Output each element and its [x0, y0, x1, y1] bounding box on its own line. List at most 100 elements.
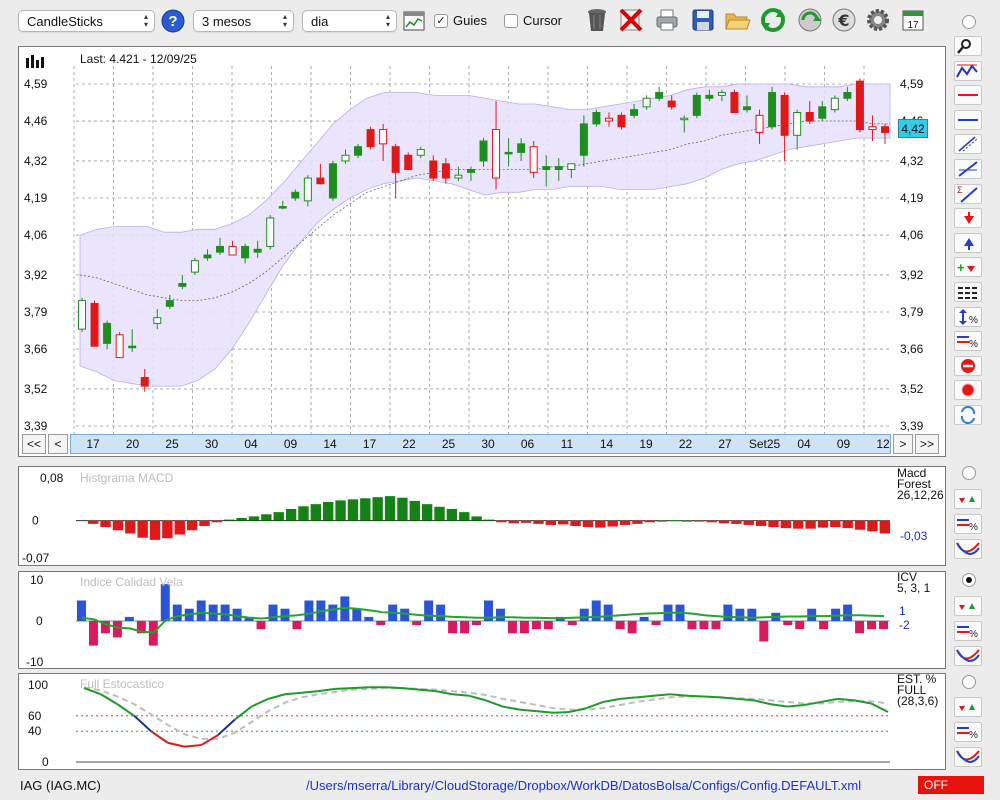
macd-y-tick: 0,08 — [40, 471, 64, 485]
cursor-checkbox[interactable] — [504, 13, 518, 28]
cursor-toggle[interactable]: Cursor — [504, 13, 562, 28]
period-select[interactable]: 3 mesos ▴ ▾ — [193, 10, 294, 32]
nav-prev-button[interactable]: < — [48, 434, 68, 454]
horizontal-line-red-button[interactable] — [954, 85, 982, 106]
icv-bar — [484, 600, 493, 621]
channel-button[interactable] — [954, 134, 982, 155]
y-tick-right: 3,79 — [900, 305, 924, 319]
update-button[interactable] — [797, 7, 823, 33]
delete-button[interactable] — [618, 7, 644, 33]
indicator-lines-button[interactable]: % — [954, 722, 982, 742]
percent-range-icon: % — [959, 308, 978, 326]
clear-button[interactable] — [954, 355, 982, 376]
macd-bar — [459, 512, 470, 521]
macd-bar — [817, 520, 829, 528]
macd-histogram[interactable]: 0,08 0 -0,07 — [18, 466, 946, 566]
indicator-signals-button[interactable] — [954, 489, 982, 509]
indicator-cross-button[interactable] — [954, 747, 982, 767]
zoom-button[interactable] — [954, 36, 982, 56]
signals-button[interactable]: + — [954, 257, 982, 278]
macd-bar — [731, 520, 742, 524]
lines-list-button[interactable] — [954, 282, 982, 302]
macd-bar — [384, 496, 396, 521]
help-icon: ? — [161, 9, 185, 33]
stoch-k-segment — [385, 686, 403, 690]
macd-bar — [100, 520, 111, 528]
stoch-k-segment — [536, 710, 554, 714]
chart-settings-button[interactable] — [401, 8, 427, 34]
chart-bars-icon[interactable] — [26, 52, 46, 71]
help-button[interactable]: ? — [160, 8, 186, 34]
settings-button[interactable] — [865, 7, 891, 33]
icv-radio[interactable] — [962, 573, 976, 587]
x-axis-scrollbar[interactable]: 17 20 25 30 04 09 14 17 22 25 30 06 11 14 19 22 27 Set25 0… — [70, 434, 891, 454]
indicator-lines-button[interactable]: % — [954, 514, 982, 534]
chart-type-select[interactable]: CandleSticks ▴ ▾ — [18, 10, 155, 32]
percent-lines-button[interactable]: % — [954, 331, 982, 352]
arrow-up-button[interactable] — [954, 232, 982, 253]
record-button[interactable] — [954, 380, 982, 401]
stoch-k-segment — [519, 708, 537, 713]
swap-button[interactable] — [954, 405, 982, 425]
main-chart-radio[interactable] — [962, 15, 976, 29]
candle-up — [190, 260, 199, 273]
stoch-panel[interactable] — [18, 673, 946, 770]
macd-radio[interactable] — [962, 466, 976, 480]
macd-bar — [632, 520, 643, 524]
fibonacci-button[interactable]: Σ — [954, 183, 982, 204]
macd-y-tick: -0,07 — [22, 551, 50, 565]
macd-panel[interactable] — [18, 466, 946, 566]
icv-bar — [531, 621, 541, 630]
refresh-button[interactable] — [760, 7, 786, 33]
trash-button[interactable] — [584, 7, 610, 33]
horizontal-line-blue-button[interactable] — [954, 109, 982, 130]
icv-bar — [88, 621, 98, 646]
indicator-signals-button[interactable] — [954, 697, 982, 717]
nav-first-button[interactable]: << — [22, 434, 46, 454]
icv-chart[interactable]: 10 0 -10 — [18, 571, 946, 669]
cross-curve-icon — [956, 750, 980, 763]
icv-panel[interactable] — [18, 571, 946, 669]
macd-bar — [582, 520, 594, 528]
stoch-k-segment — [552, 710, 570, 714]
trendline-button[interactable] — [954, 159, 982, 179]
macd-bar — [755, 520, 767, 526]
indicator-signals-button[interactable] — [954, 596, 982, 616]
percent-range-button[interactable]: % — [954, 306, 982, 327]
nav-next-button[interactable]: > — [893, 434, 913, 454]
open-folder-button[interactable] — [725, 7, 751, 33]
candle-up — [341, 154, 350, 162]
euro-button[interactable]: € — [831, 7, 857, 33]
save-button[interactable] — [690, 7, 716, 33]
macd-bar — [570, 520, 581, 526]
macd-bar — [360, 498, 371, 521]
icv-value-2: -2 — [899, 618, 910, 632]
config-path-link[interactable]: /Users/mserra/Library/CloudStorage/Dropb… — [306, 778, 862, 793]
icv-bar — [160, 584, 170, 621]
macd-bar — [434, 506, 445, 521]
icv-bar — [124, 616, 134, 621]
arrow-down-button[interactable] — [954, 208, 982, 229]
candle-style-button[interactable] — [954, 60, 982, 81]
guides-toggle[interactable]: ✓ Guies — [434, 13, 487, 28]
candlestick-chart[interactable]: 4,594,594,464,464,324,324,194,194,064,06… — [18, 46, 946, 457]
icv-title: Indice Calidad Vela — [80, 575, 183, 589]
last-price-label: Last: 4.421 - 12/09/25 — [80, 52, 197, 66]
indicator-cross-button[interactable] — [954, 539, 982, 559]
indicator-cross-button[interactable] — [954, 646, 982, 666]
calendar-button[interactable]: 17 — [900, 7, 926, 33]
print-button[interactable] — [654, 7, 680, 33]
stoch-radio[interactable] — [962, 675, 976, 689]
candle-up — [680, 117, 689, 121]
candle-up — [241, 245, 250, 259]
lines-list-icon — [958, 287, 978, 299]
interval-select[interactable]: dia ▴ ▾ — [302, 10, 397, 32]
candle-down — [429, 160, 438, 179]
ticker-label: IAG (IAG.MC) — [20, 778, 101, 793]
bollinger-band — [79, 83, 891, 387]
guides-checkbox[interactable]: ✓ — [434, 13, 448, 28]
nav-last-button[interactable]: >> — [915, 434, 939, 454]
candle-down — [115, 334, 124, 359]
indicator-lines-button[interactable]: % — [954, 621, 982, 641]
